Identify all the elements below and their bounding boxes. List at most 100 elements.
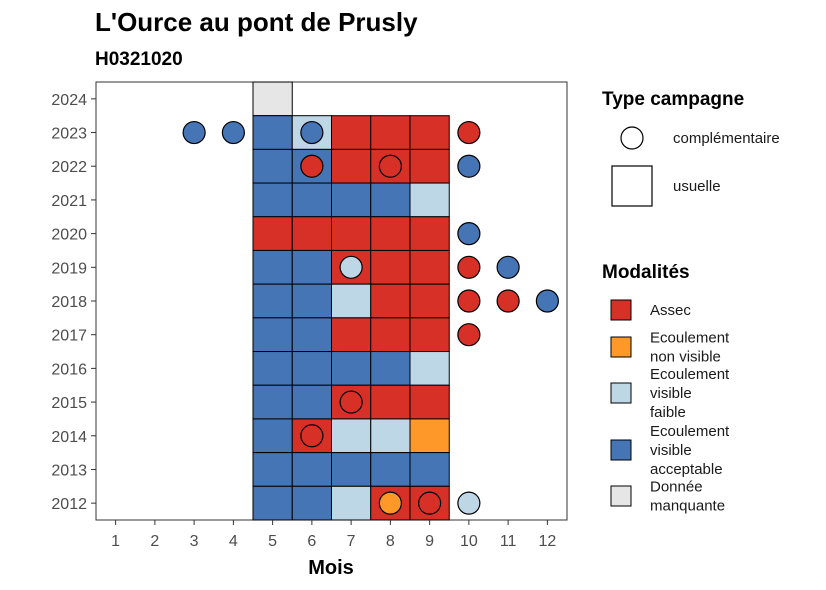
cell-2014-7 (331, 418, 372, 454)
cell-2013-6 (291, 452, 332, 487)
cell-2022-9 (409, 148, 450, 184)
cell-2015-5 (252, 384, 293, 420)
point-2022-10 (457, 154, 481, 178)
cell-2018-8 (370, 283, 411, 319)
legend-label-ecoulement-visible-acceptable: acceptable (650, 461, 723, 478)
y-tick-label: 2017 (51, 328, 87, 345)
x-tick-label: 4 (229, 533, 238, 550)
x-tick-label: 3 (190, 533, 199, 550)
x-tick-label: 7 (347, 533, 356, 550)
legend-key-ecoulement-non-visible (610, 336, 632, 358)
cell-2019-8 (370, 249, 411, 285)
legend-type-campagne: Type campagne complémentaire usuelle (602, 89, 780, 207)
y-tick-label: 2012 (51, 496, 87, 513)
cell-2017-6 (291, 317, 332, 353)
x-axis-title: Mois (308, 557, 354, 579)
x-tick-label: 8 (386, 533, 395, 550)
cell-2017-8 (370, 317, 411, 353)
cell-2021-8 (370, 182, 411, 218)
cell-2016-9 (409, 351, 450, 386)
legend-shape-label: usuelle (673, 178, 721, 195)
cell-2013-8 (370, 452, 411, 487)
x-tick-label: 6 (307, 533, 316, 550)
cell-2022-7 (331, 148, 372, 184)
x-tick-label: 2 (150, 533, 159, 550)
point-2012-8 (378, 491, 402, 515)
cell-2020-9 (409, 216, 450, 251)
cell-2016-6 (291, 351, 332, 386)
y-tick-label: 2023 (51, 126, 87, 143)
point-2012-9 (418, 491, 442, 515)
cell-2019-9 (409, 249, 450, 285)
cell-2014-5 (252, 418, 293, 454)
point-2014-6 (300, 424, 324, 448)
cell-2018-9 (409, 283, 450, 319)
x-tick-label: 10 (460, 533, 478, 550)
cell-2012-6 (291, 485, 332, 521)
legend-key-donnee-manquante (610, 485, 632, 507)
y-tick-label: 2014 (51, 429, 87, 446)
legend-label-ecoulement-visible-faible: visible (650, 385, 692, 402)
y-tick-label: 2021 (51, 193, 87, 210)
legend-circle-key (620, 126, 644, 150)
cell-2019-5 (252, 249, 293, 285)
cell-2012-5 (252, 485, 293, 521)
point-2022-8 (378, 154, 402, 178)
cell-2016-7 (331, 351, 372, 386)
cell-2015-9 (409, 384, 450, 420)
y-tick-label: 2020 (51, 227, 87, 244)
cell-2023-8 (370, 115, 411, 150)
cell-2016-8 (370, 351, 411, 386)
cell-2022-5 (252, 148, 293, 184)
cell-2018-5 (252, 283, 293, 319)
cell-2020-6 (291, 216, 332, 251)
cell-2014-9 (409, 418, 450, 454)
legend-label-donnee-manquante: manquante (650, 498, 725, 515)
legend-label-ecoulement-visible-faible: Ecoulement (650, 366, 730, 383)
legend-key-ecoulement-visible-acceptable (610, 439, 632, 461)
legend-key-ecoulement-visible-faible (610, 382, 632, 404)
legend-shape-label: complémentaire (673, 130, 780, 147)
cell-2015-8 (370, 384, 411, 420)
legend-label-ecoulement-visible-acceptable: Ecoulement (650, 423, 730, 440)
legend-shape-title: Type campagne (602, 89, 744, 110)
x-tick-label: 9 (425, 533, 434, 550)
cell-2021-7 (331, 182, 372, 218)
x-tick-label: 11 (500, 533, 517, 550)
legend-label-assec: Assec (650, 302, 691, 319)
point-2020-10 (457, 222, 481, 246)
point-2019-11 (496, 255, 520, 279)
cell-2013-9 (409, 452, 450, 487)
y-tick-label: 2013 (51, 462, 87, 479)
point-2019-10 (457, 255, 481, 279)
x-tick-label: 5 (268, 533, 277, 550)
y-tick-label: 2018 (51, 294, 87, 311)
cell-2021-5 (252, 182, 293, 218)
cell-2013-5 (252, 452, 293, 487)
y-tick-label: 2024 (51, 92, 87, 109)
point-2019-7 (339, 255, 363, 279)
point-2012-10 (457, 491, 481, 515)
point-2015-7 (339, 390, 363, 414)
point-2023-6 (300, 120, 324, 145)
point-2023-4 (221, 120, 245, 145)
legend-key-assec (610, 299, 632, 321)
point-2023-3 (182, 120, 206, 145)
cell-2017-5 (252, 317, 293, 353)
cell-2023-9 (409, 115, 450, 150)
legend-label-ecoulement-non-visible: non visible (650, 349, 721, 366)
legend-label-donnee-manquante: Donnée (650, 479, 703, 496)
cell-2020-8 (370, 216, 411, 251)
cell-2018-6 (291, 283, 332, 319)
complementaire-points (182, 120, 559, 515)
y-tick-label: 2016 (51, 361, 87, 378)
y-axis: 2012 2013 2014 2015 2016 2017 2018 2019 2020 2021… (51, 92, 96, 513)
cell-2023-5 (252, 115, 293, 150)
cell-2016-5 (252, 351, 293, 386)
point-2018-11 (496, 289, 520, 313)
legend-square-key (611, 165, 653, 207)
cell-2020-5 (252, 216, 293, 251)
cell-2015-6 (291, 384, 332, 420)
